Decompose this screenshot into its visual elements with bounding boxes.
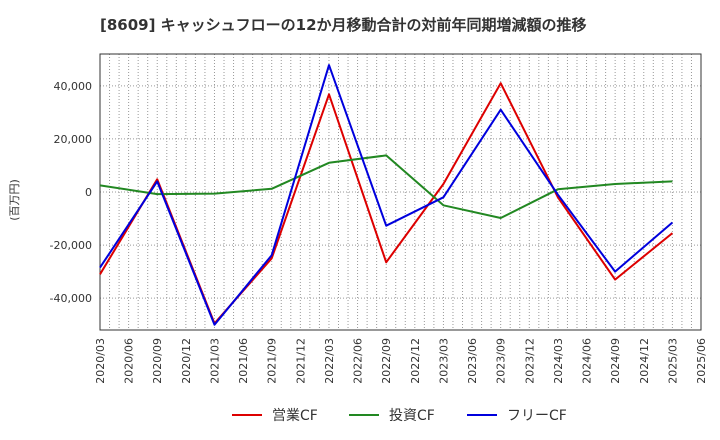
x-tick-label: 2025/03 [666,338,679,384]
x-tick-label: 2021/12 [294,338,307,384]
series-line-2 [99,154,673,219]
y-tick-label: 20,000 [54,133,93,146]
series-line-1 [99,82,674,325]
y-tick-label: 40,000 [54,80,93,93]
x-tick-label: 2024/03 [552,338,565,384]
x-tick-label: 2020/09 [151,338,164,384]
x-tick-label: 2021/09 [266,338,279,384]
x-tick-label: 2022/03 [323,338,336,384]
chart-title: [8609] キャッシュフローの12か月移動合計の対前年同期増減額の推移 [100,16,587,34]
plot-area [99,53,702,331]
x-tick-label: 2023/06 [466,338,479,384]
legend: 営業CF 投資CF フリーCF [232,408,567,424]
legend-label-2: 投資CF [389,408,435,424]
x-tick-label: 2024/09 [609,338,622,384]
series-line-3 [99,64,674,326]
x-tick-label: 2024/06 [581,338,594,384]
x-tick-label: 2020/03 [94,338,107,384]
y-axis-label: (百万円) [8,179,21,221]
x-tick-label: 2020/12 [180,338,193,384]
y-tick-label: -40,000 [50,292,92,305]
legend-label-1: 営業CF [272,408,318,424]
x-tick-label: 2025/06 [695,338,708,384]
x-tick-label: 2023/03 [437,338,450,384]
y-tick-label: -20,000 [50,239,92,252]
y-axis-ticks: 40,000 20,000 0 -20,000 -40,000 [50,80,92,305]
series-lines [99,64,674,326]
x-tick-label: 2021/06 [237,338,250,384]
x-tick-label: 2023/12 [523,338,536,384]
legend-label-3: フリーCF [507,408,567,424]
x-tick-label: 2021/03 [208,338,221,384]
x-tick-label: 2020/06 [123,338,136,384]
x-tick-label: 2024/12 [638,338,651,384]
x-tick-label: 2022/06 [352,338,365,384]
x-tick-label: 2022/09 [380,338,393,384]
y-tick-label: 0 [85,186,92,199]
x-tick-label: 2022/12 [409,338,422,384]
grid-lines [100,54,701,330]
x-axis-ticks: 2020/03 2020/06 2020/09 2020/12 2021/03 2021/… [94,338,708,384]
x-tick-label: 2023/09 [495,338,508,384]
